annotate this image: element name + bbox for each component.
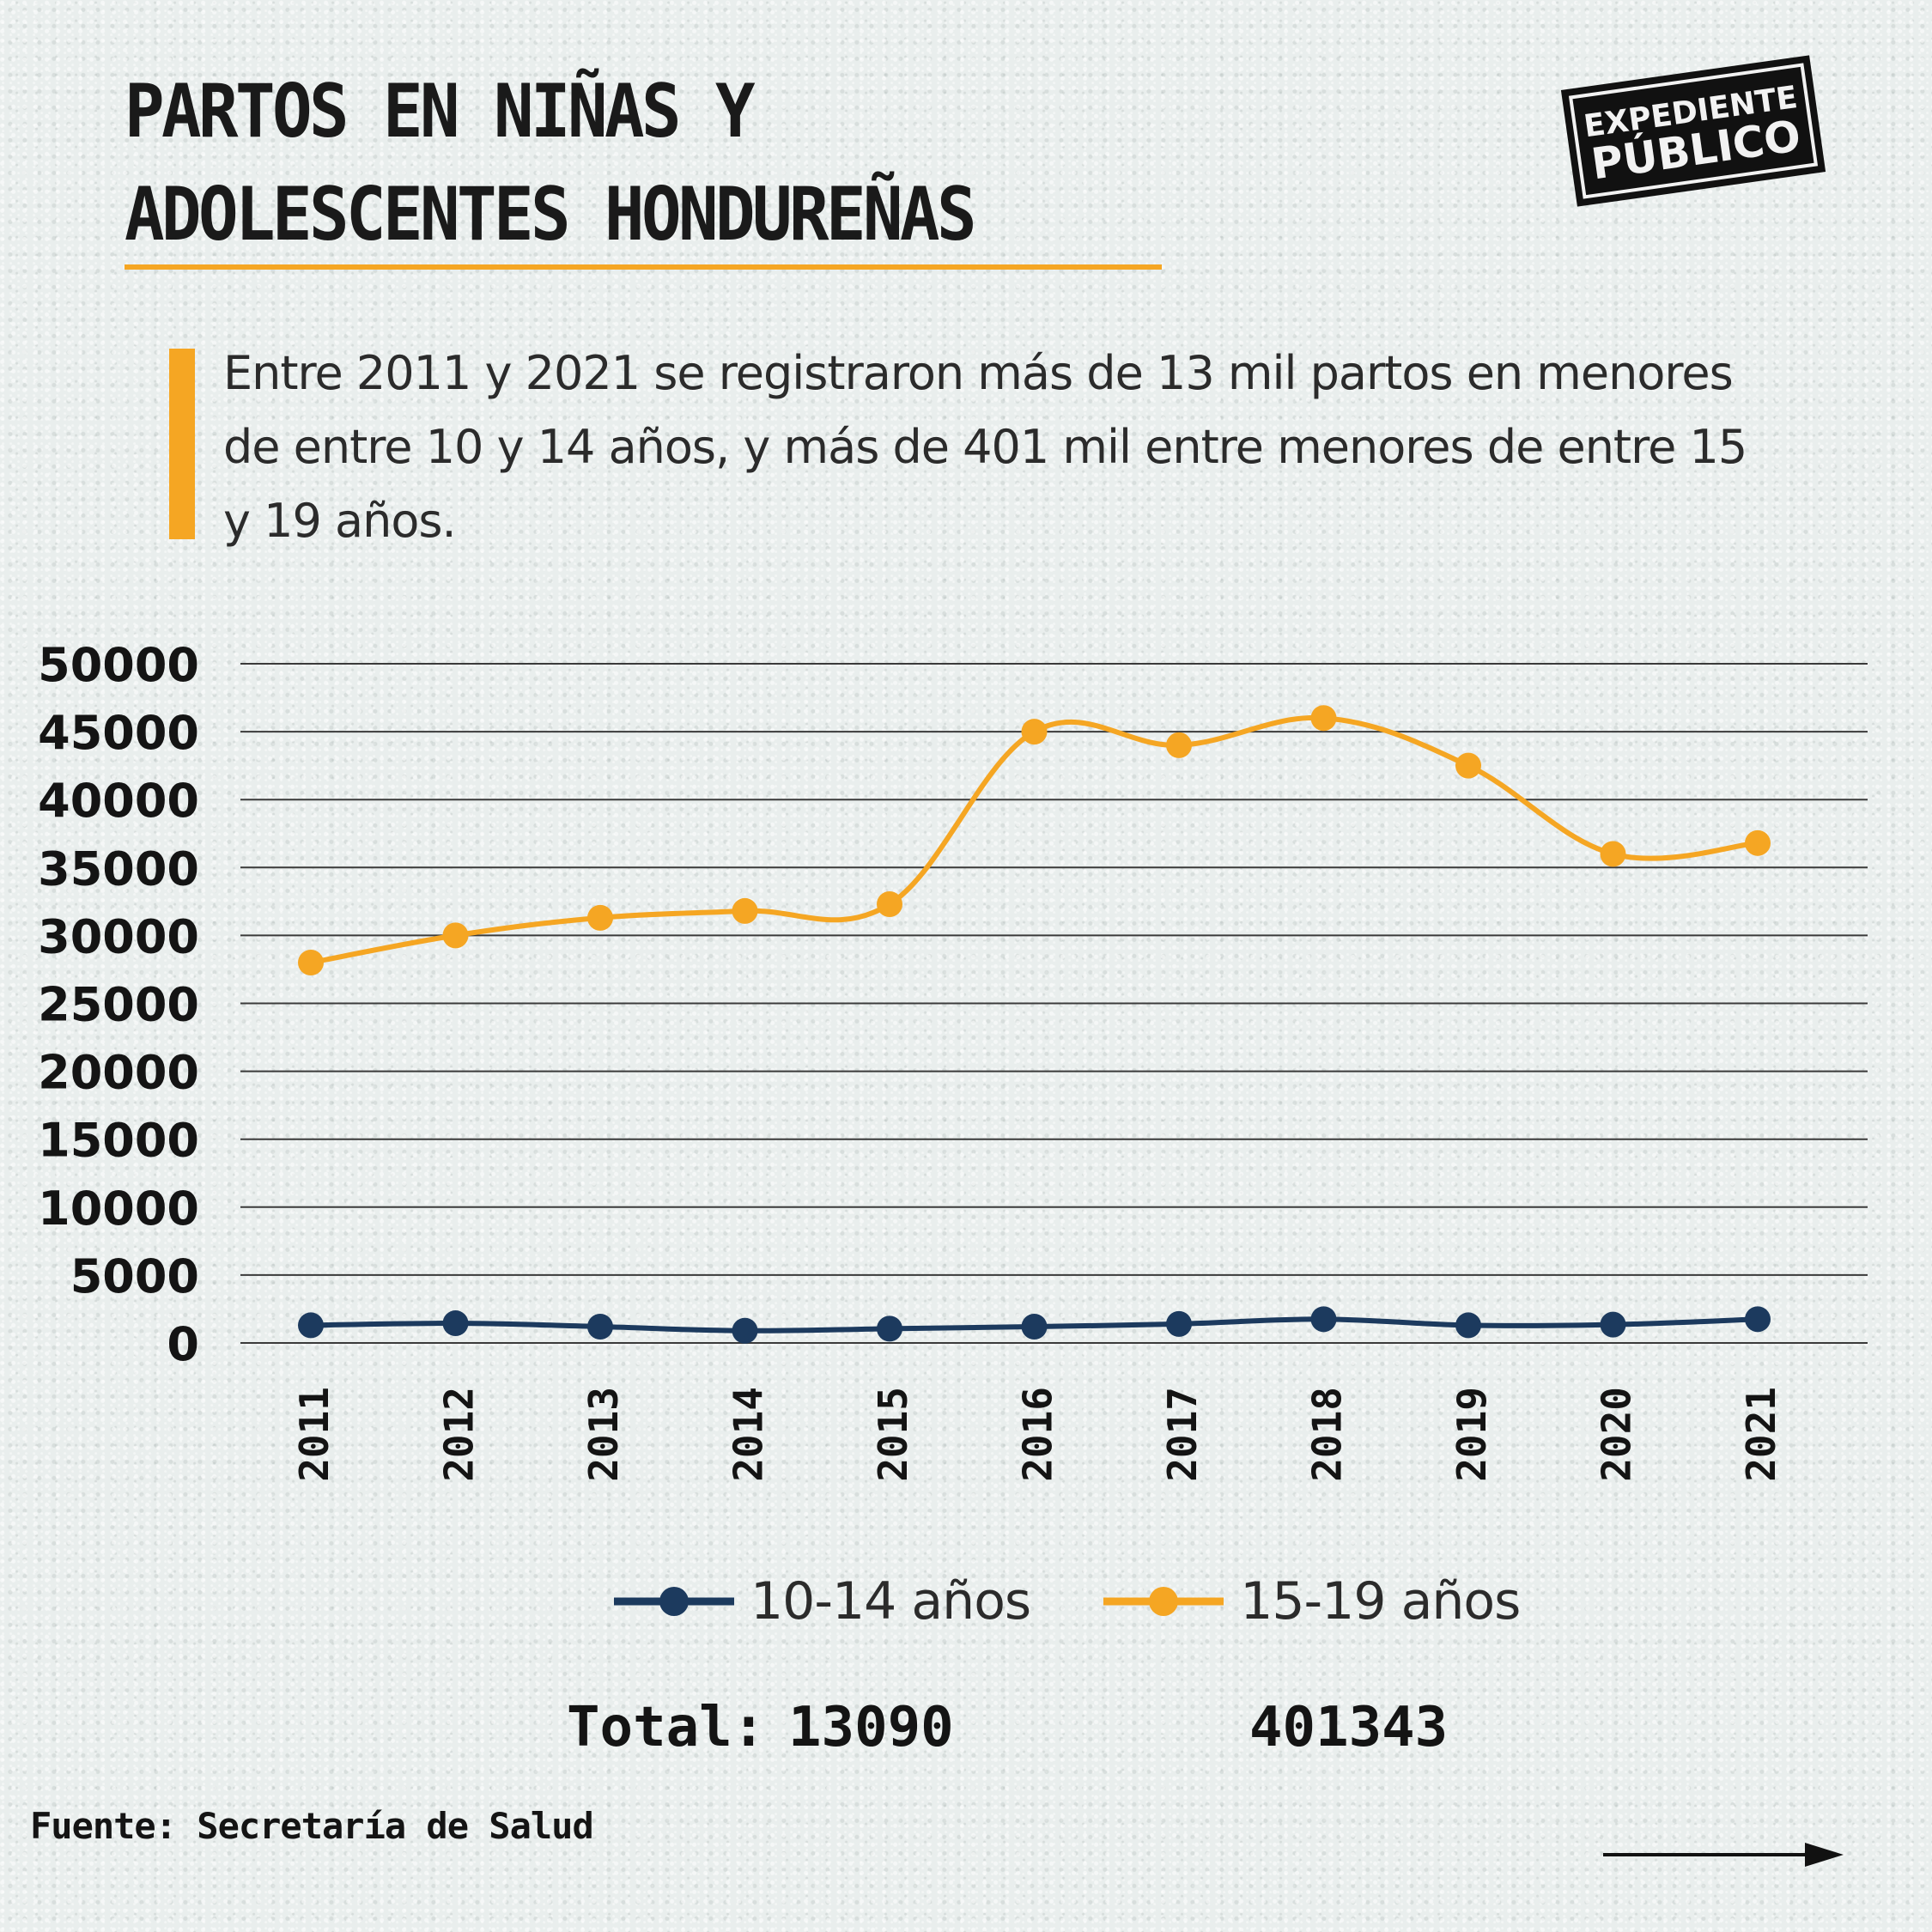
data-point-15-19-2014 [732, 897, 758, 924]
x-tick-label: 2015 [870, 1387, 916, 1482]
y-tick-label: 50000 [38, 638, 199, 692]
chart-legend: 10-14 años 15-19 años [610, 1563, 1521, 1640]
x-tick-label: 2016 [1015, 1387, 1061, 1482]
series-line-15-19 [308, 714, 1760, 966]
expediente-publico-logo: EXPEDIENTE PÚBLICO [1560, 55, 1826, 207]
legend-item-10-14: 10-14 años [610, 1571, 1031, 1631]
total-15-19: 401343 [1249, 1696, 1449, 1759]
data-point-10-14-2014 [732, 1317, 758, 1344]
data-point-10-14-2011 [298, 1312, 324, 1339]
y-tick-label: 35000 [38, 841, 199, 896]
y-tick-label: 40000 [38, 774, 199, 828]
legend-marker-15-19 [1149, 1587, 1179, 1616]
y-tick-label: 20000 [38, 1046, 199, 1100]
totals-label: Total: [567, 1696, 766, 1759]
y-tick-label: 25000 [38, 978, 199, 1032]
x-tick-label: 2020 [1594, 1387, 1640, 1482]
data-point-10-14-2018 [1310, 1306, 1337, 1333]
y-tick-label: 30000 [38, 909, 199, 963]
x-tick-label: 2013 [580, 1387, 627, 1482]
data-point-15-19-2018 [1310, 705, 1337, 732]
data-point-15-19-2021 [1745, 829, 1771, 856]
data-point-10-14-2016 [1021, 1314, 1048, 1340]
y-tick-label: 5000 [70, 1249, 199, 1303]
y-tick-label: 15000 [38, 1114, 199, 1168]
legend-swatch-10-14 [614, 1587, 734, 1616]
x-tick-label: 2019 [1449, 1387, 1495, 1482]
page-title: PARTOS EN NIÑAS Y ADOLESCENTES HONDUREÑA… [125, 69, 977, 258]
x-tick-label: 2014 [726, 1387, 772, 1482]
legend-swatch-15-19 [1103, 1587, 1224, 1616]
x-tick-label: 2012 [436, 1387, 483, 1482]
data-point-10-14-2019 [1455, 1312, 1481, 1339]
x-tick-label: 2011 [291, 1387, 337, 1482]
x-tick-label: 2018 [1304, 1387, 1351, 1482]
legend-label-10-14: 10-14 años [750, 1571, 1031, 1631]
intro-accent-bar [169, 349, 195, 539]
data-point-15-19-2020 [1600, 841, 1626, 867]
total-10-14: 13090 [788, 1696, 954, 1759]
data-point-15-19-2012 [442, 922, 469, 949]
line-chart: 0 5000 10000 15000 20000 25000 30000 35000 40000… [38, 638, 1868, 1482]
data-point-10-14-2017 [1166, 1310, 1192, 1337]
data-point-15-19-2019 [1455, 752, 1481, 779]
arrow-right-icon[interactable] [1599, 1838, 1848, 1872]
title-underline [125, 264, 1162, 270]
data-point-15-19-2011 [298, 950, 324, 976]
data-point-10-14-2015 [877, 1315, 902, 1342]
y-tick-label: 10000 [38, 1182, 199, 1236]
y-tick-label: 45000 [38, 706, 199, 760]
source-note: Fuente: Secretaría de Salud [30, 1805, 594, 1847]
data-point-15-19-2015 [877, 891, 902, 918]
data-point-10-14-2020 [1600, 1311, 1626, 1338]
data-point-10-14-2021 [1745, 1306, 1771, 1333]
y-tick-label: 0 [167, 1317, 199, 1371]
intro-text: Entre 2011 y 2021 se registraron más de … [223, 346, 1747, 548]
data-point-15-19-2017 [1166, 732, 1192, 758]
data-point-15-19-2016 [1021, 719, 1048, 745]
legend-marker-10-14 [659, 1587, 689, 1616]
data-point-15-19-2013 [587, 904, 613, 931]
x-tick-label: 2017 [1159, 1387, 1206, 1482]
legend-item-15-19: 15-19 años [1099, 1571, 1521, 1631]
data-point-10-14-2012 [442, 1310, 469, 1337]
legend-label-15-19: 15-19 años [1240, 1571, 1521, 1631]
data-point-10-14-2013 [587, 1314, 613, 1340]
x-tick-label: 2021 [1738, 1387, 1784, 1482]
